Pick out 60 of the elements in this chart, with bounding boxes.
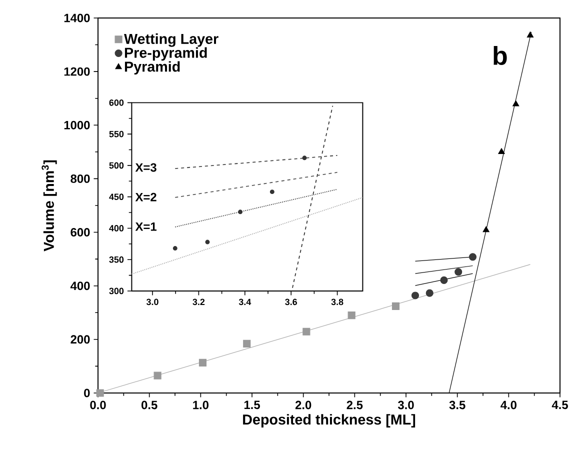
point (426, 289, 434, 297)
legend-label: Pre-pyramid (124, 47, 207, 61)
y-tick-label: 600 (70, 228, 90, 236)
y-axis-title: Volume [nm$^{3}$] (42, 160, 57, 252)
point (198, 358, 207, 367)
y-tick-label: 450 (109, 194, 124, 200)
y-tick-label: 1400 (64, 14, 90, 22)
x-tick-label: 3.6 (285, 298, 297, 306)
point (96, 389, 104, 397)
annotation: X=3 (135, 163, 156, 172)
x-tick-label: 3.5 (449, 400, 466, 410)
x-tick-label: 2.0 (295, 400, 312, 410)
y-tick-label: 1000 (64, 120, 90, 130)
x-tick-label: 3.2 (192, 298, 205, 306)
point (205, 240, 210, 244)
point (392, 302, 400, 310)
x-tick-label: 1.5 (244, 400, 260, 410)
annotation: b (494, 46, 507, 65)
point (302, 328, 310, 336)
point (154, 372, 162, 380)
point (512, 100, 520, 106)
x-tick-label: 3.4 (238, 298, 252, 306)
y-tick-label: 1200 (64, 67, 90, 76)
annotation: X=1 (135, 222, 156, 231)
x-tick-label: 4.5 (552, 400, 568, 410)
x-tick-label: 1.0 (193, 400, 208, 410)
x-tick-label: 3.8 (331, 298, 344, 306)
x-tick-label: 3.0 (146, 298, 158, 306)
legend-label: Wetting Layer (124, 33, 218, 47)
y-tick-label: 0 (84, 388, 90, 398)
point (270, 190, 274, 194)
point (526, 32, 534, 38)
point (172, 246, 178, 251)
point (348, 312, 356, 320)
y-tick-label: 800 (70, 174, 90, 183)
y-tick-label: 550 (109, 130, 124, 138)
y-tick-label: 200 (70, 335, 90, 344)
point (468, 253, 477, 261)
point (482, 226, 490, 232)
point (454, 268, 462, 276)
x-tick-label: 0.5 (142, 400, 158, 410)
y-tick-label: 600 (109, 100, 124, 106)
annotation: X=2 (135, 192, 156, 202)
point (440, 276, 448, 284)
y-tick-label: 350 (109, 256, 124, 263)
x-tick-label: 3.0 (398, 400, 414, 410)
y-tick-label: 400 (109, 225, 124, 232)
x-axis-title: Deposited thickness [ML] (243, 414, 416, 428)
point (238, 210, 243, 214)
x-tick-label: 2.5 (346, 400, 363, 410)
point (243, 340, 251, 348)
point (498, 148, 505, 154)
x-tick-label: 4.0 (500, 400, 516, 410)
y-tick-label: 500 (109, 162, 124, 169)
y-tick-label: 400 (70, 282, 90, 290)
y-tick-label: 300 (109, 288, 124, 294)
point (411, 292, 420, 300)
x-tick-label: 0.0 (90, 400, 106, 410)
point (302, 156, 307, 160)
legend-label: Pyramid (124, 61, 180, 75)
